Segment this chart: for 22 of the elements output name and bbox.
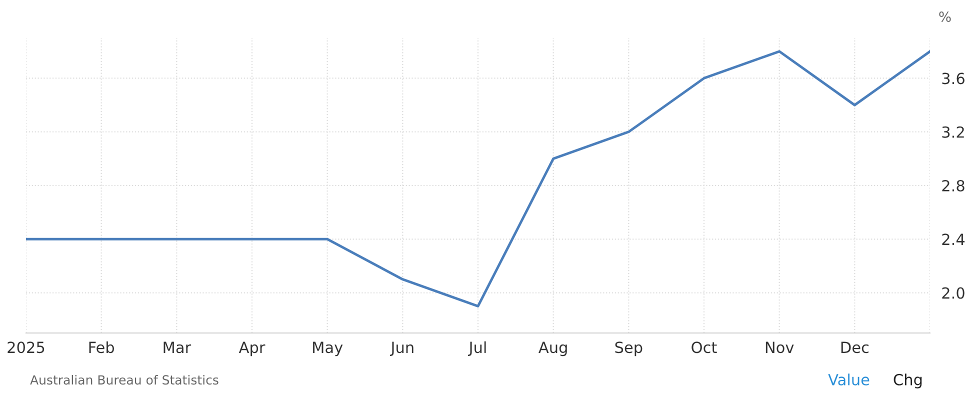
x-tick-label: May — [313, 342, 343, 356]
x-tick-label: Dec — [841, 342, 868, 354]
y-tick-label: 3.2 — [942, 126, 964, 138]
text: Value — [828, 374, 870, 386]
text: Australian Bureau of Statistics — [30, 374, 218, 385]
x-tick-label: Mar — [164, 342, 192, 354]
x-tick-label: Aug — [538, 342, 567, 356]
text: Chg — [894, 374, 922, 388]
x-tick-label: Jul — [468, 341, 486, 356]
x-tick-label: Sep — [615, 342, 642, 356]
x-tick-label: Jun — [390, 342, 414, 356]
x-tick-label: Oct — [692, 342, 717, 354]
y-tick-label: 3.6 — [942, 72, 964, 84]
y-tick-label: 2.8 — [942, 180, 964, 192]
y-axis-title: % — [939, 12, 951, 22]
y-tick-label: 2.0 — [942, 287, 964, 299]
x-tick-label: 2025 — [8, 342, 44, 354]
y-tick-label: 2.4 — [942, 234, 965, 245]
x-tick-label: Apr — [238, 342, 266, 356]
x-tick-label: Feb — [89, 341, 114, 354]
x-tick-label: Nov — [766, 342, 794, 354]
line-series — [26, 50, 930, 308]
